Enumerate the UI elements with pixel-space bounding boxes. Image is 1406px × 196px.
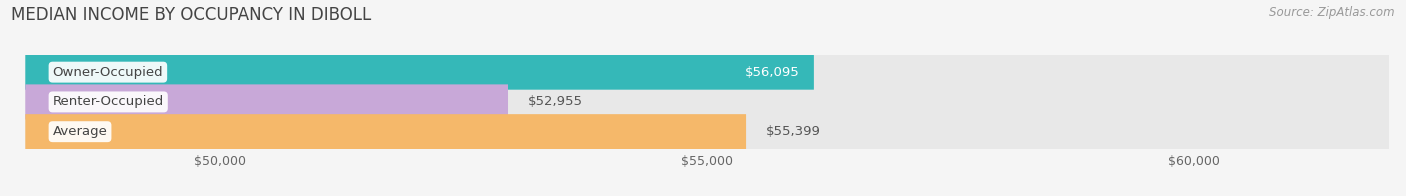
Text: Source: ZipAtlas.com: Source: ZipAtlas.com	[1270, 6, 1395, 19]
Text: $56,095: $56,095	[745, 66, 799, 79]
Text: MEDIAN INCOME BY OCCUPANCY IN DIBOLL: MEDIAN INCOME BY OCCUPANCY IN DIBOLL	[11, 6, 371, 24]
Text: $52,955: $52,955	[527, 95, 582, 108]
FancyBboxPatch shape	[25, 84, 508, 119]
FancyBboxPatch shape	[25, 114, 1389, 149]
Text: $55,399: $55,399	[766, 125, 821, 138]
FancyBboxPatch shape	[25, 55, 814, 90]
FancyBboxPatch shape	[25, 84, 1389, 119]
Text: Owner-Occupied: Owner-Occupied	[52, 66, 163, 79]
Text: Average: Average	[52, 125, 107, 138]
Text: Renter-Occupied: Renter-Occupied	[52, 95, 165, 108]
FancyBboxPatch shape	[25, 55, 1389, 90]
FancyBboxPatch shape	[25, 114, 747, 149]
